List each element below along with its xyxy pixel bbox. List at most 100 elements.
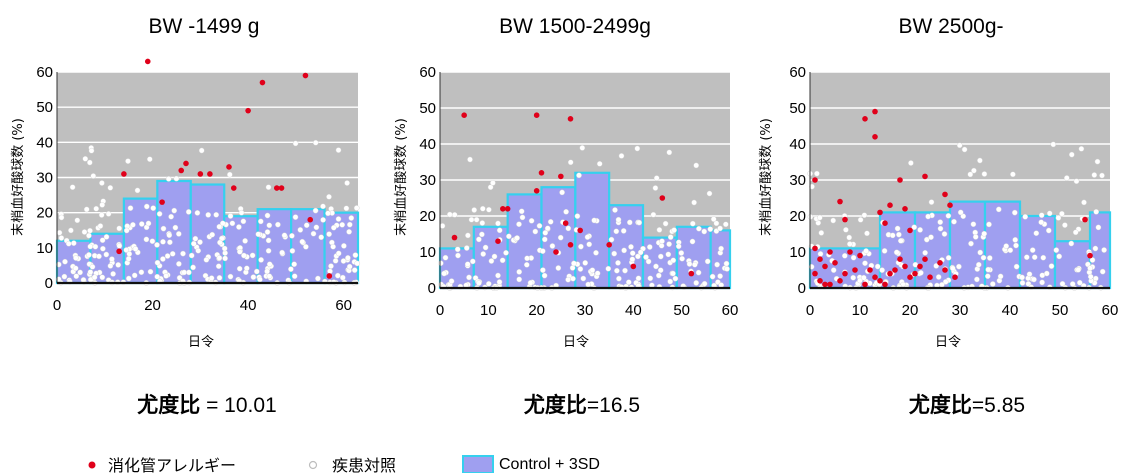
control-point [291,261,298,268]
control-point [613,228,620,235]
control-point [616,275,622,282]
x-tick-label: 50 [673,302,690,319]
x-tick-label: 50 [1052,302,1069,319]
control-point [1099,268,1106,275]
control-point [621,247,627,254]
allergy-point [558,173,564,180]
control-point [215,263,222,270]
control-point [1012,237,1019,243]
allergy-point [230,185,237,191]
control-point [463,245,470,251]
control-point [330,243,336,250]
control-point [658,253,664,260]
control-point [125,255,132,262]
control-point [315,275,321,282]
control-point [167,239,173,245]
control-point [670,257,677,264]
control-point [116,225,122,232]
control-point [479,231,485,238]
panel-3-ylabel: 末梢血好酸球数 (%) [759,118,774,236]
allergy-point [862,281,868,288]
control-point [990,281,996,287]
allergy-point [533,188,540,194]
control-point [889,232,896,239]
control-point [847,241,853,247]
control-point [652,185,659,191]
allergy-point [837,198,843,205]
control-point [540,248,546,254]
control-point [985,273,991,280]
control-point [928,234,934,240]
control-point [455,252,461,259]
control-point [221,245,228,252]
control-point [956,263,962,270]
x-tick-label: 40 [240,297,257,314]
control-point [532,228,539,235]
control-point [168,213,174,220]
allergy-point [937,260,943,266]
allergy-point [877,278,883,284]
control-point [857,277,863,284]
control-point [563,208,569,215]
y-tick-label: 0 [45,275,53,292]
control-point [843,226,849,233]
control-point [482,244,489,251]
x-tick-label: 60 [1102,302,1119,319]
control-point [662,220,669,227]
control-point [476,280,482,286]
allergy-point [817,278,823,284]
legend-sd-band-swatch [462,455,494,473]
control-point [194,210,201,216]
control-point [499,257,506,264]
allergy-point [872,274,878,281]
legend-control-label: 疾患対照 [332,456,396,473]
allergy-point [159,199,165,205]
control-point [99,202,105,208]
allergy-point [927,274,933,281]
control-point [692,261,698,268]
control-point [555,265,562,271]
control-point [976,261,982,268]
control-point [236,224,242,230]
control-point [1026,271,1033,278]
allergy-point [942,191,948,198]
control-point [473,216,480,223]
control-point [678,250,685,256]
control-point [486,206,492,213]
control-point [107,263,114,269]
control-point [693,162,700,169]
allergy-point [197,171,204,177]
control-point [257,276,263,283]
control-point [659,238,665,244]
control-3sd-step [709,229,732,290]
y-tick-label: 30 [36,170,53,187]
control-point [97,223,104,229]
allergy-point [912,270,918,277]
control-point [1077,279,1083,286]
control-point [527,279,534,286]
control-point [328,263,334,269]
control-point [864,230,870,237]
control-point [524,255,530,262]
panel-2-ratio-label: 尤度比 [524,393,587,417]
control-point [1031,254,1038,261]
control-point [1087,265,1093,272]
control-point [451,211,458,218]
control-point [288,266,294,272]
control-point [1038,219,1044,225]
control-point [154,242,160,248]
control-point [540,267,546,273]
control-point [544,225,551,232]
panel-1-xlabel: 日令 [188,335,214,350]
allergy-point [273,185,280,191]
y-tick-label: 20 [419,208,436,225]
y-tick-label: 40 [419,136,436,153]
control-point [264,212,271,219]
control-point [485,280,492,287]
control-point [488,258,495,264]
control-point [467,156,473,163]
x-tick-label: 20 [144,297,161,314]
control-point [146,156,153,162]
control-point [922,249,928,256]
control-point [99,180,105,186]
